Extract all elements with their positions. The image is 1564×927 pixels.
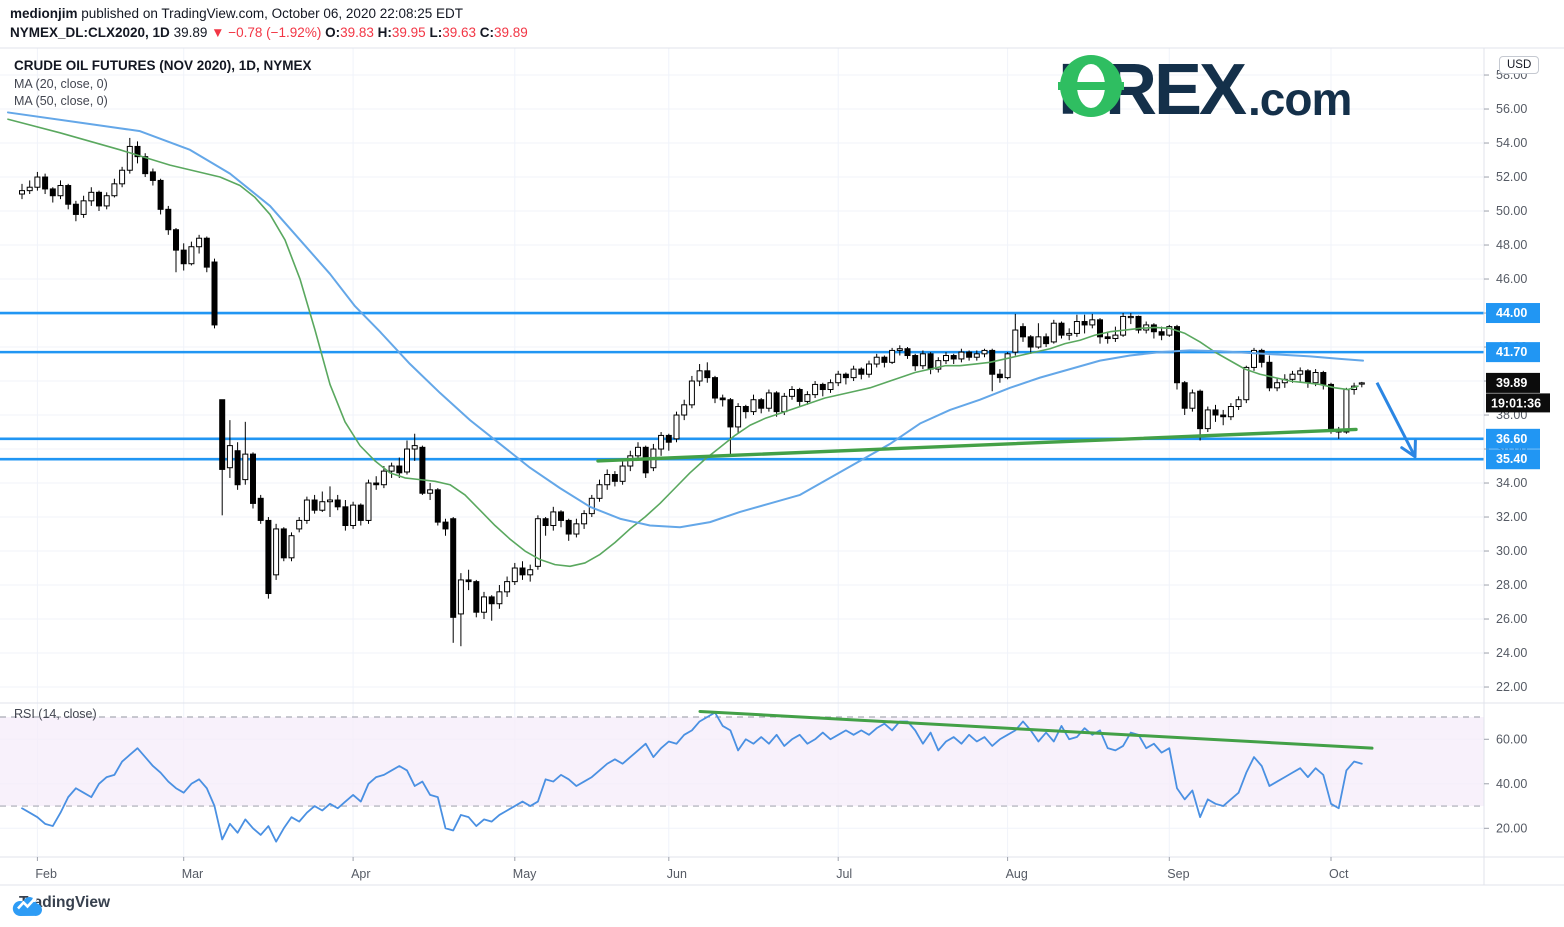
- high-label: H:: [377, 25, 392, 40]
- svg-text:30.00: 30.00: [1496, 544, 1527, 558]
- price-level-label[interactable]: 44.00: [1486, 303, 1540, 324]
- watermark-rex: REX: [1104, 50, 1247, 130]
- svg-text:May: May: [513, 867, 537, 881]
- legend-ma50[interactable]: MA (50, close, 0): [14, 94, 108, 108]
- tradingview-logo[interactable]: TradingView: [12, 894, 111, 916]
- byline: medionjim published on TradingView.com, …: [10, 6, 463, 21]
- svg-text:Mar: Mar: [182, 867, 204, 881]
- close-value: 39.89: [494, 25, 528, 40]
- time-axis[interactable]: Feb Mar Apr May Jun Jul Aug Sep Oct: [35, 857, 1349, 881]
- svg-text:Sep: Sep: [1167, 867, 1189, 881]
- svg-text:19:01:36: 19:01:36: [1491, 396, 1541, 410]
- svg-text:Feb: Feb: [35, 867, 57, 881]
- svg-text:Apr: Apr: [351, 867, 370, 881]
- svg-text:32.00: 32.00: [1496, 510, 1527, 524]
- svg-text:24.00: 24.00: [1496, 646, 1527, 660]
- svg-text:40.00: 40.00: [1496, 777, 1527, 791]
- ma50-line: [7, 111, 1364, 529]
- svg-text:28.00: 28.00: [1496, 578, 1527, 592]
- candlestick-series: [19, 137, 1365, 647]
- svg-text:Aug: Aug: [1006, 867, 1028, 881]
- chart-legend: CRUDE OIL FUTURES (NOV 2020), 1D, NYMEX …: [14, 58, 312, 108]
- price-change: ▼ −0.78 (−1.92%): [211, 25, 322, 40]
- symbol-name[interactable]: NYMEX_DL:CLX2020, 1D: [10, 25, 170, 40]
- svg-text:44.00: 44.00: [1496, 306, 1527, 320]
- svg-text:22.00: 22.00: [1496, 680, 1527, 694]
- svg-text:Oct: Oct: [1329, 867, 1349, 881]
- byline-username: medionjim: [10, 6, 78, 21]
- price-level-label[interactable]: 35.40: [1486, 449, 1540, 470]
- svg-text:54.00: 54.00: [1496, 136, 1527, 150]
- close-label: C:: [479, 25, 495, 40]
- ma20-line: [7, 118, 1359, 568]
- svg-text:41.70: 41.70: [1496, 345, 1527, 359]
- low-value: 39.63: [442, 25, 477, 40]
- rsi-axis[interactable]: 60.00 40.00 20.00: [1484, 732, 1527, 835]
- rsi-band: [0, 716, 1484, 807]
- legend-ma20[interactable]: MA (20, close, 0): [14, 77, 108, 91]
- price-level-label[interactable]: 36.60: [1486, 428, 1540, 449]
- legend-title[interactable]: CRUDE OIL FUTURES (NOV 2020), 1D, NYMEX: [14, 58, 312, 73]
- open-value: 39.83: [340, 25, 374, 40]
- svg-text:39.89: 39.89: [1496, 376, 1527, 390]
- last-price-text: 39.89: [173, 25, 208, 40]
- svg-text:60.00: 60.00: [1496, 732, 1527, 746]
- low-label: L:: [429, 25, 443, 40]
- pane-borders: [0, 47, 1564, 886]
- svg-text:35.40: 35.40: [1496, 452, 1527, 466]
- svg-text:26.00: 26.00: [1496, 612, 1527, 626]
- high-value: 39.95: [391, 25, 426, 40]
- price-level-label[interactable]: 41.70: [1486, 342, 1540, 363]
- forex-watermark: F REX .com: [1058, 50, 1352, 130]
- watermark-com: .com: [1248, 73, 1352, 125]
- currency-badge[interactable]: USD: [1499, 56, 1540, 74]
- symbol-bar: NYMEX_DL:CLX2020, 1D 39.89 ▼ −0.78 (−1.9…: [10, 25, 528, 40]
- rsi-legend[interactable]: RSI (14, close): [14, 707, 97, 721]
- svg-text:20.00: 20.00: [1496, 821, 1527, 835]
- down-arrow[interactable]: [1375, 382, 1417, 459]
- svg-text:46.00: 46.00: [1496, 272, 1527, 286]
- svg-text:56.00: 56.00: [1496, 102, 1527, 116]
- byline-text: published on TradingView.com, October 06…: [77, 6, 464, 21]
- price-trendline[interactable]: [596, 427, 1358, 463]
- svg-text:48.00: 48.00: [1496, 238, 1527, 252]
- svg-text:52.00: 52.00: [1496, 170, 1527, 184]
- svg-text:Jul: Jul: [836, 867, 852, 881]
- last-price-label[interactable]: 39.89 19:01:36: [1486, 372, 1550, 413]
- svg-text:Jun: Jun: [667, 867, 687, 881]
- svg-text:50.00: 50.00: [1496, 204, 1527, 218]
- tradingview-brand-text: TradingView: [19, 894, 111, 911]
- svg-text:36.60: 36.60: [1496, 432, 1527, 446]
- open-label: O:: [325, 25, 341, 40]
- rsi-trendline[interactable]: [698, 709, 1374, 750]
- price-axis[interactable]: 58.0056.0054.0052.0050.0048.0046.0044.00…: [1484, 68, 1527, 694]
- svg-text:34.00: 34.00: [1496, 476, 1527, 490]
